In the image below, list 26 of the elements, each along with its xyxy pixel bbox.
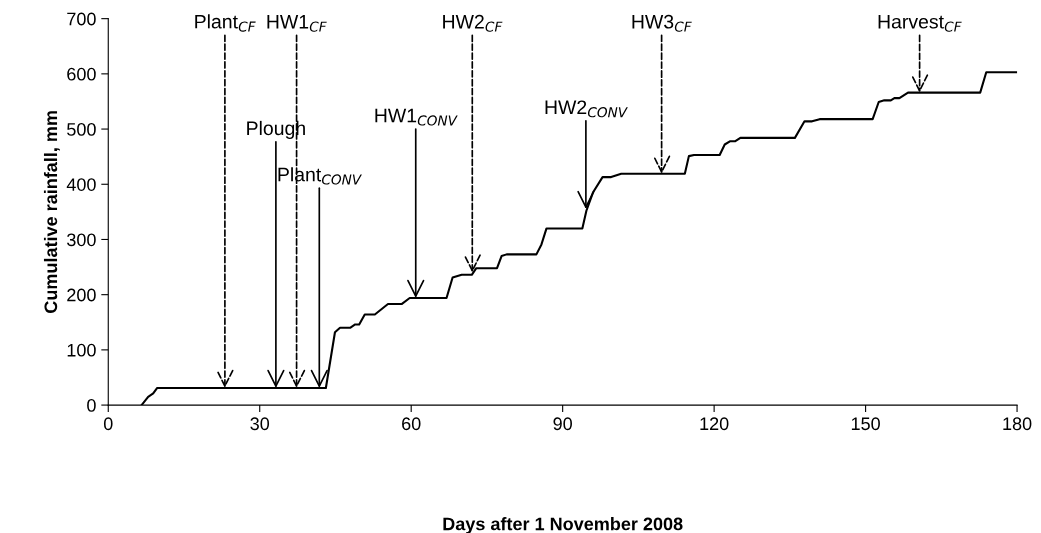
y-tick-label: 0 (87, 399, 96, 412)
x-axis-title: Days after 1 November 2008 (443, 517, 683, 533)
annotation: Plant$_{CONV}$ (278, 167, 362, 185)
y-axis-title: Cumulative rainfall, mm (43, 111, 60, 313)
y-tick-label: 100 (67, 343, 96, 357)
annotation: Plough (247, 120, 305, 139)
y-tick-label: 300 (67, 233, 96, 247)
annotation: Plant$_{CF}$ (195, 14, 256, 32)
y-tick-label: 600 (67, 67, 96, 81)
x-tick-label: 30 (250, 417, 270, 431)
x-tick-label: 180 (1003, 417, 1032, 431)
annotation: Harvest$_{CF}$ (878, 15, 962, 32)
y-tick-label: 500 (67, 123, 96, 136)
x-tick-label: 60 (402, 417, 421, 431)
annotation: HW3$_{CF}$ (632, 14, 692, 32)
y-tick-label: 700 (67, 12, 96, 26)
x-tick-label: 150 (851, 417, 880, 431)
annotation: HW2$_{CONV}$ (545, 100, 628, 118)
y-tick-label: 400 (66, 178, 96, 191)
annotation: HW1$_{CF}$ (267, 15, 327, 32)
annotation: HW2$_{CF}$ (443, 14, 503, 32)
x-tick-label: 0 (103, 417, 113, 431)
x-tick-label: 120 (700, 417, 729, 431)
annotation: HW1$_{CONV}$ (375, 108, 458, 126)
x-tick-label: 90 (553, 417, 572, 431)
y-tick-label: 200 (67, 288, 96, 302)
